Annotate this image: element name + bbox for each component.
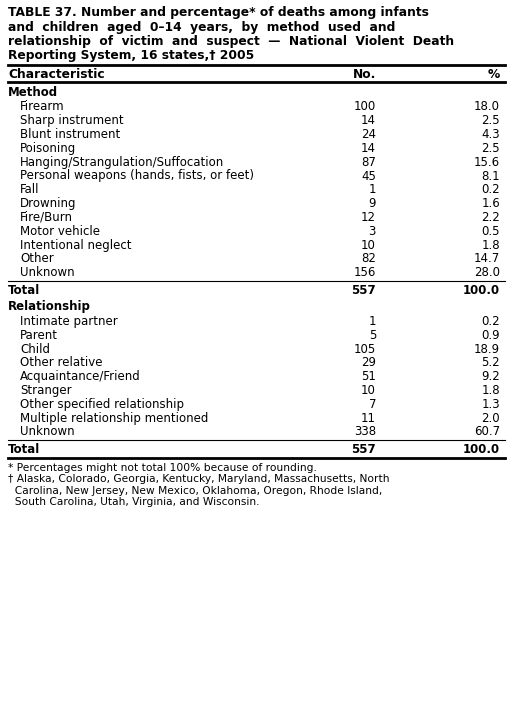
Text: Unknown: Unknown: [20, 425, 74, 438]
Text: 29: 29: [361, 357, 376, 369]
Text: 338: 338: [354, 425, 376, 438]
Text: Total: Total: [8, 284, 40, 297]
Text: Multiple relationship mentioned: Multiple relationship mentioned: [20, 412, 208, 424]
Text: Reporting System, 16 states,† 2005: Reporting System, 16 states,† 2005: [8, 49, 254, 63]
Text: 18.9: 18.9: [474, 342, 500, 356]
Text: Carolina, New Jersey, New Mexico, Oklahoma, Oregon, Rhode Island,: Carolina, New Jersey, New Mexico, Oklaho…: [8, 486, 382, 496]
Text: Intimate partner: Intimate partner: [20, 315, 118, 328]
Text: and  children  aged  0–14  years,  by  method  used  and: and children aged 0–14 years, by method …: [8, 20, 396, 33]
Text: 1: 1: [368, 315, 376, 328]
Text: Motor vehicle: Motor vehicle: [20, 225, 100, 238]
Text: 1.8: 1.8: [481, 239, 500, 251]
Text: 2.0: 2.0: [481, 412, 500, 424]
Text: 0.2: 0.2: [481, 315, 500, 328]
Text: 10: 10: [361, 239, 376, 251]
Text: 82: 82: [361, 252, 376, 265]
Text: 5.2: 5.2: [481, 357, 500, 369]
Text: 87: 87: [361, 156, 376, 169]
Text: 5: 5: [369, 329, 376, 342]
Text: Method: Method: [8, 86, 58, 99]
Text: 10: 10: [361, 384, 376, 397]
Text: Poisoning: Poisoning: [20, 142, 76, 155]
Text: 0.9: 0.9: [481, 329, 500, 342]
Text: 7: 7: [368, 397, 376, 411]
Text: %: %: [488, 68, 500, 81]
Text: Parent: Parent: [20, 329, 58, 342]
Text: Personal weapons (hands, fists, or feet): Personal weapons (hands, fists, or feet): [20, 169, 254, 182]
Text: 0.5: 0.5: [482, 225, 500, 238]
Text: 1.3: 1.3: [481, 397, 500, 411]
Text: Firearm: Firearm: [20, 100, 65, 114]
Text: 9: 9: [368, 197, 376, 210]
Text: Characteristic: Characteristic: [8, 68, 105, 81]
Text: Intentional neglect: Intentional neglect: [20, 239, 131, 251]
Text: Unknown: Unknown: [20, 266, 74, 279]
Text: 14.7: 14.7: [473, 252, 500, 265]
Text: Fire/Burn: Fire/Burn: [20, 211, 73, 224]
Text: 9.2: 9.2: [481, 370, 500, 383]
Text: Child: Child: [20, 342, 50, 356]
Text: 28.0: 28.0: [474, 266, 500, 279]
Text: † Alaska, Colorado, Georgia, Kentucky, Maryland, Massachusetts, North: † Alaska, Colorado, Georgia, Kentucky, M…: [8, 474, 389, 484]
Text: 105: 105: [354, 342, 376, 356]
Text: 14: 14: [361, 114, 376, 127]
Text: Total: Total: [8, 443, 40, 456]
Text: 2.5: 2.5: [481, 142, 500, 155]
Text: 8.1: 8.1: [481, 169, 500, 182]
Text: Relationship: Relationship: [8, 300, 91, 313]
Text: 15.6: 15.6: [474, 156, 500, 169]
Text: 14: 14: [361, 142, 376, 155]
Text: 1.6: 1.6: [481, 197, 500, 210]
Text: Other relative: Other relative: [20, 357, 103, 369]
Text: 0.2: 0.2: [481, 184, 500, 196]
Text: 1.8: 1.8: [481, 384, 500, 397]
Text: 1: 1: [368, 184, 376, 196]
Text: 3: 3: [369, 225, 376, 238]
Text: Hanging/Strangulation/Suffocation: Hanging/Strangulation/Suffocation: [20, 156, 224, 169]
Text: 100.0: 100.0: [463, 284, 500, 297]
Text: Blunt instrument: Blunt instrument: [20, 128, 120, 141]
Text: 60.7: 60.7: [474, 425, 500, 438]
Text: 18.0: 18.0: [474, 100, 500, 114]
Text: 2.2: 2.2: [481, 211, 500, 224]
Text: 100: 100: [354, 100, 376, 114]
Text: Acquaintance/Friend: Acquaintance/Friend: [20, 370, 141, 383]
Text: 557: 557: [351, 443, 376, 456]
Text: 4.3: 4.3: [481, 128, 500, 141]
Text: 557: 557: [351, 284, 376, 297]
Text: Sharp instrument: Sharp instrument: [20, 114, 124, 127]
Text: TABLE 37. Number and percentage* of deaths among infants: TABLE 37. Number and percentage* of deat…: [8, 6, 429, 19]
Text: No.: No.: [352, 68, 376, 81]
Text: relationship  of  victim  and  suspect  —  National  Violent  Death: relationship of victim and suspect — Nat…: [8, 35, 454, 48]
Text: Fall: Fall: [20, 184, 40, 196]
Text: * Percentages might not total 100% because of rounding.: * Percentages might not total 100% becau…: [8, 462, 317, 472]
Text: 156: 156: [353, 266, 376, 279]
Text: South Carolina, Utah, Virginia, and Wisconsin.: South Carolina, Utah, Virginia, and Wisc…: [8, 497, 260, 507]
Text: 100.0: 100.0: [463, 443, 500, 456]
Text: 11: 11: [361, 412, 376, 424]
Text: 2.5: 2.5: [481, 114, 500, 127]
Text: Other specified relationship: Other specified relationship: [20, 397, 184, 411]
Text: Stranger: Stranger: [20, 384, 72, 397]
Text: Drowning: Drowning: [20, 197, 76, 210]
Text: 24: 24: [361, 128, 376, 141]
Text: 12: 12: [361, 211, 376, 224]
Text: Other: Other: [20, 252, 54, 265]
Text: 45: 45: [361, 169, 376, 182]
Text: 51: 51: [361, 370, 376, 383]
